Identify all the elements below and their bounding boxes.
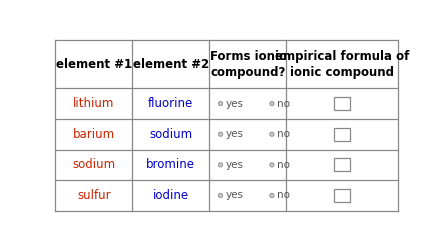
Bar bbox=[334, 189, 351, 202]
Text: no: no bbox=[277, 99, 290, 109]
Text: yes: yes bbox=[225, 99, 244, 109]
Text: iodine: iodine bbox=[153, 189, 189, 202]
Text: barium: barium bbox=[73, 128, 115, 141]
Ellipse shape bbox=[270, 194, 274, 198]
Text: sodium: sodium bbox=[72, 158, 115, 171]
Ellipse shape bbox=[218, 163, 223, 167]
Bar bbox=[334, 158, 351, 171]
Text: yes: yes bbox=[225, 129, 244, 139]
Text: element #1: element #1 bbox=[56, 58, 132, 71]
Text: yes: yes bbox=[225, 160, 244, 170]
Ellipse shape bbox=[218, 132, 223, 136]
Ellipse shape bbox=[270, 132, 274, 136]
Text: no: no bbox=[277, 129, 290, 139]
Text: empirical formula of
ionic compound: empirical formula of ionic compound bbox=[275, 50, 409, 79]
Text: Forms ionic
compound?: Forms ionic compound? bbox=[210, 50, 286, 79]
Ellipse shape bbox=[218, 101, 223, 106]
Text: element #2: element #2 bbox=[133, 58, 209, 71]
Text: sulfur: sulfur bbox=[77, 189, 110, 202]
Text: no: no bbox=[277, 160, 290, 170]
Text: lithium: lithium bbox=[73, 97, 114, 110]
Bar bbox=[334, 97, 351, 110]
Text: no: no bbox=[277, 190, 290, 201]
Text: bromine: bromine bbox=[146, 158, 195, 171]
Text: yes: yes bbox=[225, 190, 244, 201]
Ellipse shape bbox=[218, 194, 223, 198]
Text: fluorine: fluorine bbox=[148, 97, 194, 110]
Text: sodium: sodium bbox=[149, 128, 192, 141]
Ellipse shape bbox=[270, 163, 274, 167]
Ellipse shape bbox=[270, 101, 274, 106]
Bar bbox=[334, 128, 351, 141]
